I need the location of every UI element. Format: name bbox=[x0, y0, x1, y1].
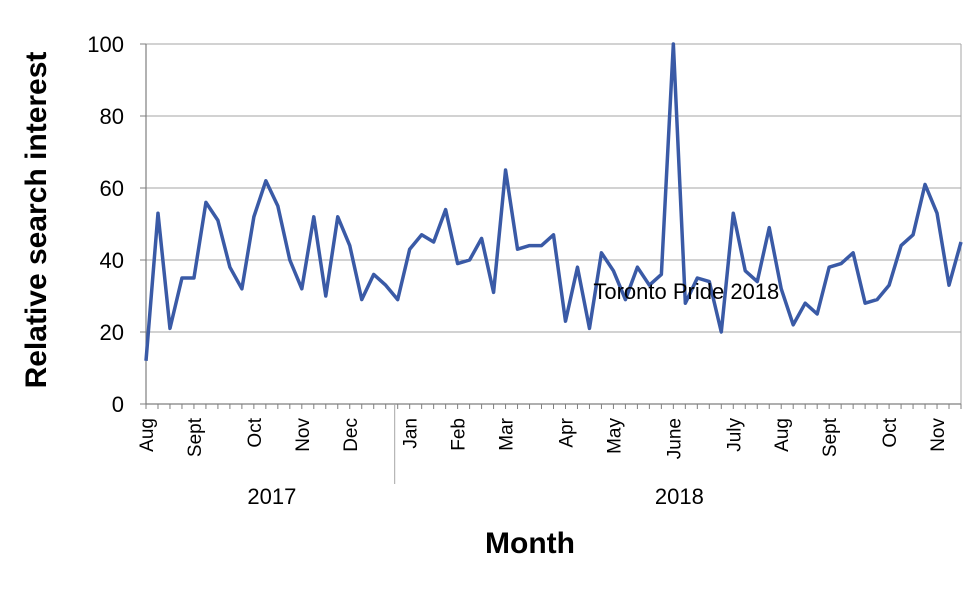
x-tick-label-aug: Aug bbox=[772, 418, 793, 452]
x-tick-label-sept: Sept bbox=[820, 417, 841, 457]
y-tick-label: 0 bbox=[112, 392, 124, 417]
year-labels: 2017 2018 bbox=[247, 404, 703, 509]
annotation-label: Toronto Pride 2018 bbox=[593, 279, 779, 304]
y-tick-label: 100 bbox=[87, 32, 124, 57]
x-tick-label-oct: Oct bbox=[245, 417, 266, 447]
x-tick-label-feb: Feb bbox=[449, 418, 470, 451]
year-label-2018: 2018 bbox=[655, 484, 704, 509]
x-tick-label-jan: Jan bbox=[401, 418, 422, 449]
year-label-2017: 2017 bbox=[247, 484, 296, 509]
y-axis-title: Relative search interest bbox=[20, 52, 53, 389]
x-tick-label-aug: Aug bbox=[137, 418, 158, 452]
x-tick-label-nov: Nov bbox=[928, 418, 949, 452]
x-tick-label-may: May bbox=[604, 418, 625, 454]
axes bbox=[140, 44, 961, 409]
y-tick-label: 80 bbox=[100, 104, 124, 129]
y-tick-label: 20 bbox=[100, 320, 124, 345]
x-tick-label-apr: Apr bbox=[556, 417, 577, 447]
x-tick-label-june: June bbox=[664, 418, 685, 459]
y-tick-label: 60 bbox=[100, 176, 124, 201]
x-tick-labels: Aug Sept Oct Nov Dec Jan Feb Mar Apr May June July A… bbox=[137, 417, 949, 459]
y-tick-labels: 0 20 40 60 80 100 bbox=[87, 32, 124, 417]
x-tick-label-july: July bbox=[724, 418, 745, 452]
x-tick-label-nov: Nov bbox=[293, 418, 314, 452]
series-line bbox=[146, 44, 961, 361]
x-tick-label-mar: Mar bbox=[497, 417, 518, 450]
y-tick-label: 40 bbox=[100, 248, 124, 273]
x-axis-title: Month bbox=[485, 527, 575, 560]
x-tick-label-dec: Dec bbox=[341, 418, 362, 452]
x-tick-label-sept: Sept bbox=[185, 417, 206, 457]
x-tick-label-oct: Oct bbox=[880, 417, 901, 447]
